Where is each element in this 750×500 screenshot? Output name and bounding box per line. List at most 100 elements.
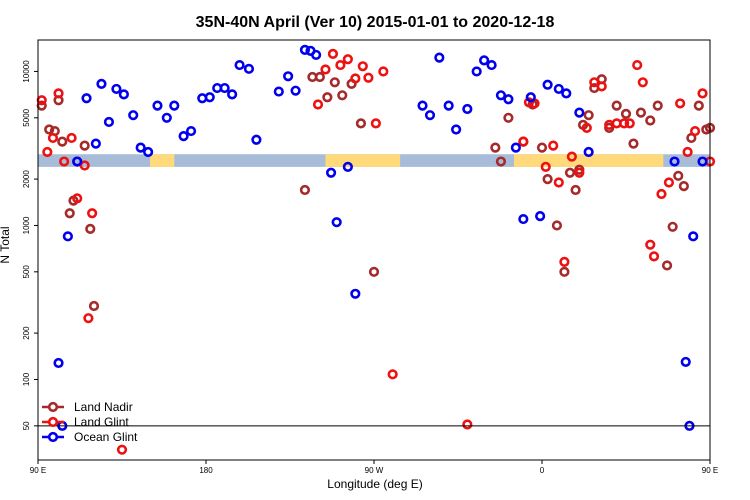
y-axis-label: N Total: [0, 226, 12, 263]
series-land-glint: [36, 48, 716, 455]
data-point: [589, 77, 600, 88]
data-point: [518, 213, 529, 225]
data-point: [357, 61, 368, 72]
y-tick-label: 10000: [22, 60, 31, 83]
data-point: [551, 220, 563, 231]
data-point: [85, 223, 96, 234]
data-point: [299, 44, 311, 55]
data-point: [90, 138, 101, 149]
data-point: [378, 66, 389, 77]
data-point: [128, 110, 139, 121]
data-point: [462, 103, 473, 115]
band-land: [325, 154, 401, 167]
data-point: [72, 193, 83, 204]
data-point: [81, 93, 92, 104]
data-point: [83, 313, 94, 324]
legend-marker: [47, 431, 59, 443]
data-point: [161, 112, 172, 123]
series-land-nadir: [36, 71, 716, 312]
data-point: [111, 83, 122, 95]
data-point: [169, 100, 180, 111]
x-tick-label: 90 W: [365, 466, 384, 475]
data-point: [663, 177, 675, 188]
data-point: [88, 300, 100, 312]
data-point: [219, 82, 230, 94]
data-point: [36, 95, 47, 106]
data-point: [312, 99, 324, 110]
data-point: [673, 170, 684, 181]
data-point: [635, 107, 647, 118]
data-point: [143, 146, 154, 158]
data-point: [443, 100, 454, 111]
band-land: [514, 154, 664, 167]
data-point: [570, 184, 581, 196]
x-axis: 90 E 180 90 W 0 90 E: [30, 460, 718, 475]
chart-title: 35N-40N April (Ver 10) 2015-01-01 to 202…: [196, 14, 555, 31]
data-point: [523, 97, 535, 108]
data-point: [678, 181, 689, 192]
data-point: [661, 260, 673, 271]
y-tick-label: 2000: [22, 170, 31, 188]
data-point: [53, 88, 64, 99]
data-point: [135, 142, 146, 153]
legend-marker: [47, 416, 59, 428]
data-point: [178, 131, 189, 142]
data-point: [645, 239, 656, 250]
data-point: [495, 156, 507, 167]
data-point: [335, 59, 346, 71]
data-point: [320, 64, 331, 75]
data-point: [417, 100, 428, 111]
data-point: [697, 88, 708, 99]
data-point: [53, 357, 64, 369]
legend-item: Land Glint: [42, 415, 129, 429]
data-point: [503, 112, 514, 123]
data-point: [227, 89, 238, 100]
data-point: [689, 125, 701, 137]
data-point: [510, 142, 521, 153]
data-point: [79, 140, 90, 151]
data-point: [325, 167, 337, 178]
data-point: [251, 134, 262, 145]
data-point: [559, 256, 570, 267]
y-tick-label: 50: [22, 421, 31, 430]
data-point: [471, 66, 482, 77]
data-point: [355, 118, 367, 129]
data-point: [682, 146, 693, 158]
data-point: [87, 208, 98, 219]
y-tick-label: 200: [22, 326, 31, 340]
data-point: [350, 73, 361, 84]
data-point: [59, 156, 70, 167]
data-point: [299, 184, 311, 196]
data-point: [96, 78, 107, 90]
data-point: [342, 54, 353, 65]
series-ocean-glint: [53, 44, 708, 431]
data-point: [311, 49, 322, 61]
data-point: [42, 146, 53, 158]
data-point: [656, 188, 667, 200]
data-point: [628, 138, 639, 149]
x-tick-label: 0: [540, 466, 545, 475]
data-point: [637, 77, 648, 88]
data-point: [152, 100, 163, 111]
x-axis-label: Longitude (deg E): [327, 477, 422, 491]
data-point: [675, 98, 686, 109]
data-point: [574, 107, 585, 118]
data-point: [652, 100, 663, 111]
legend-label: Land Glint: [74, 415, 129, 429]
data-point: [363, 72, 374, 83]
data-point: [204, 92, 215, 103]
data-point: [697, 156, 708, 167]
data-point: [553, 177, 564, 188]
data-point: [322, 92, 333, 103]
data-point: [462, 419, 473, 430]
data-point: [370, 118, 381, 129]
data-point: [72, 156, 83, 167]
series-layer: [36, 44, 716, 455]
x-tick-label: 180: [199, 466, 213, 475]
data-point: [566, 151, 577, 162]
data-point: [581, 122, 592, 133]
data-point: [559, 266, 570, 277]
data-point: [331, 217, 342, 228]
